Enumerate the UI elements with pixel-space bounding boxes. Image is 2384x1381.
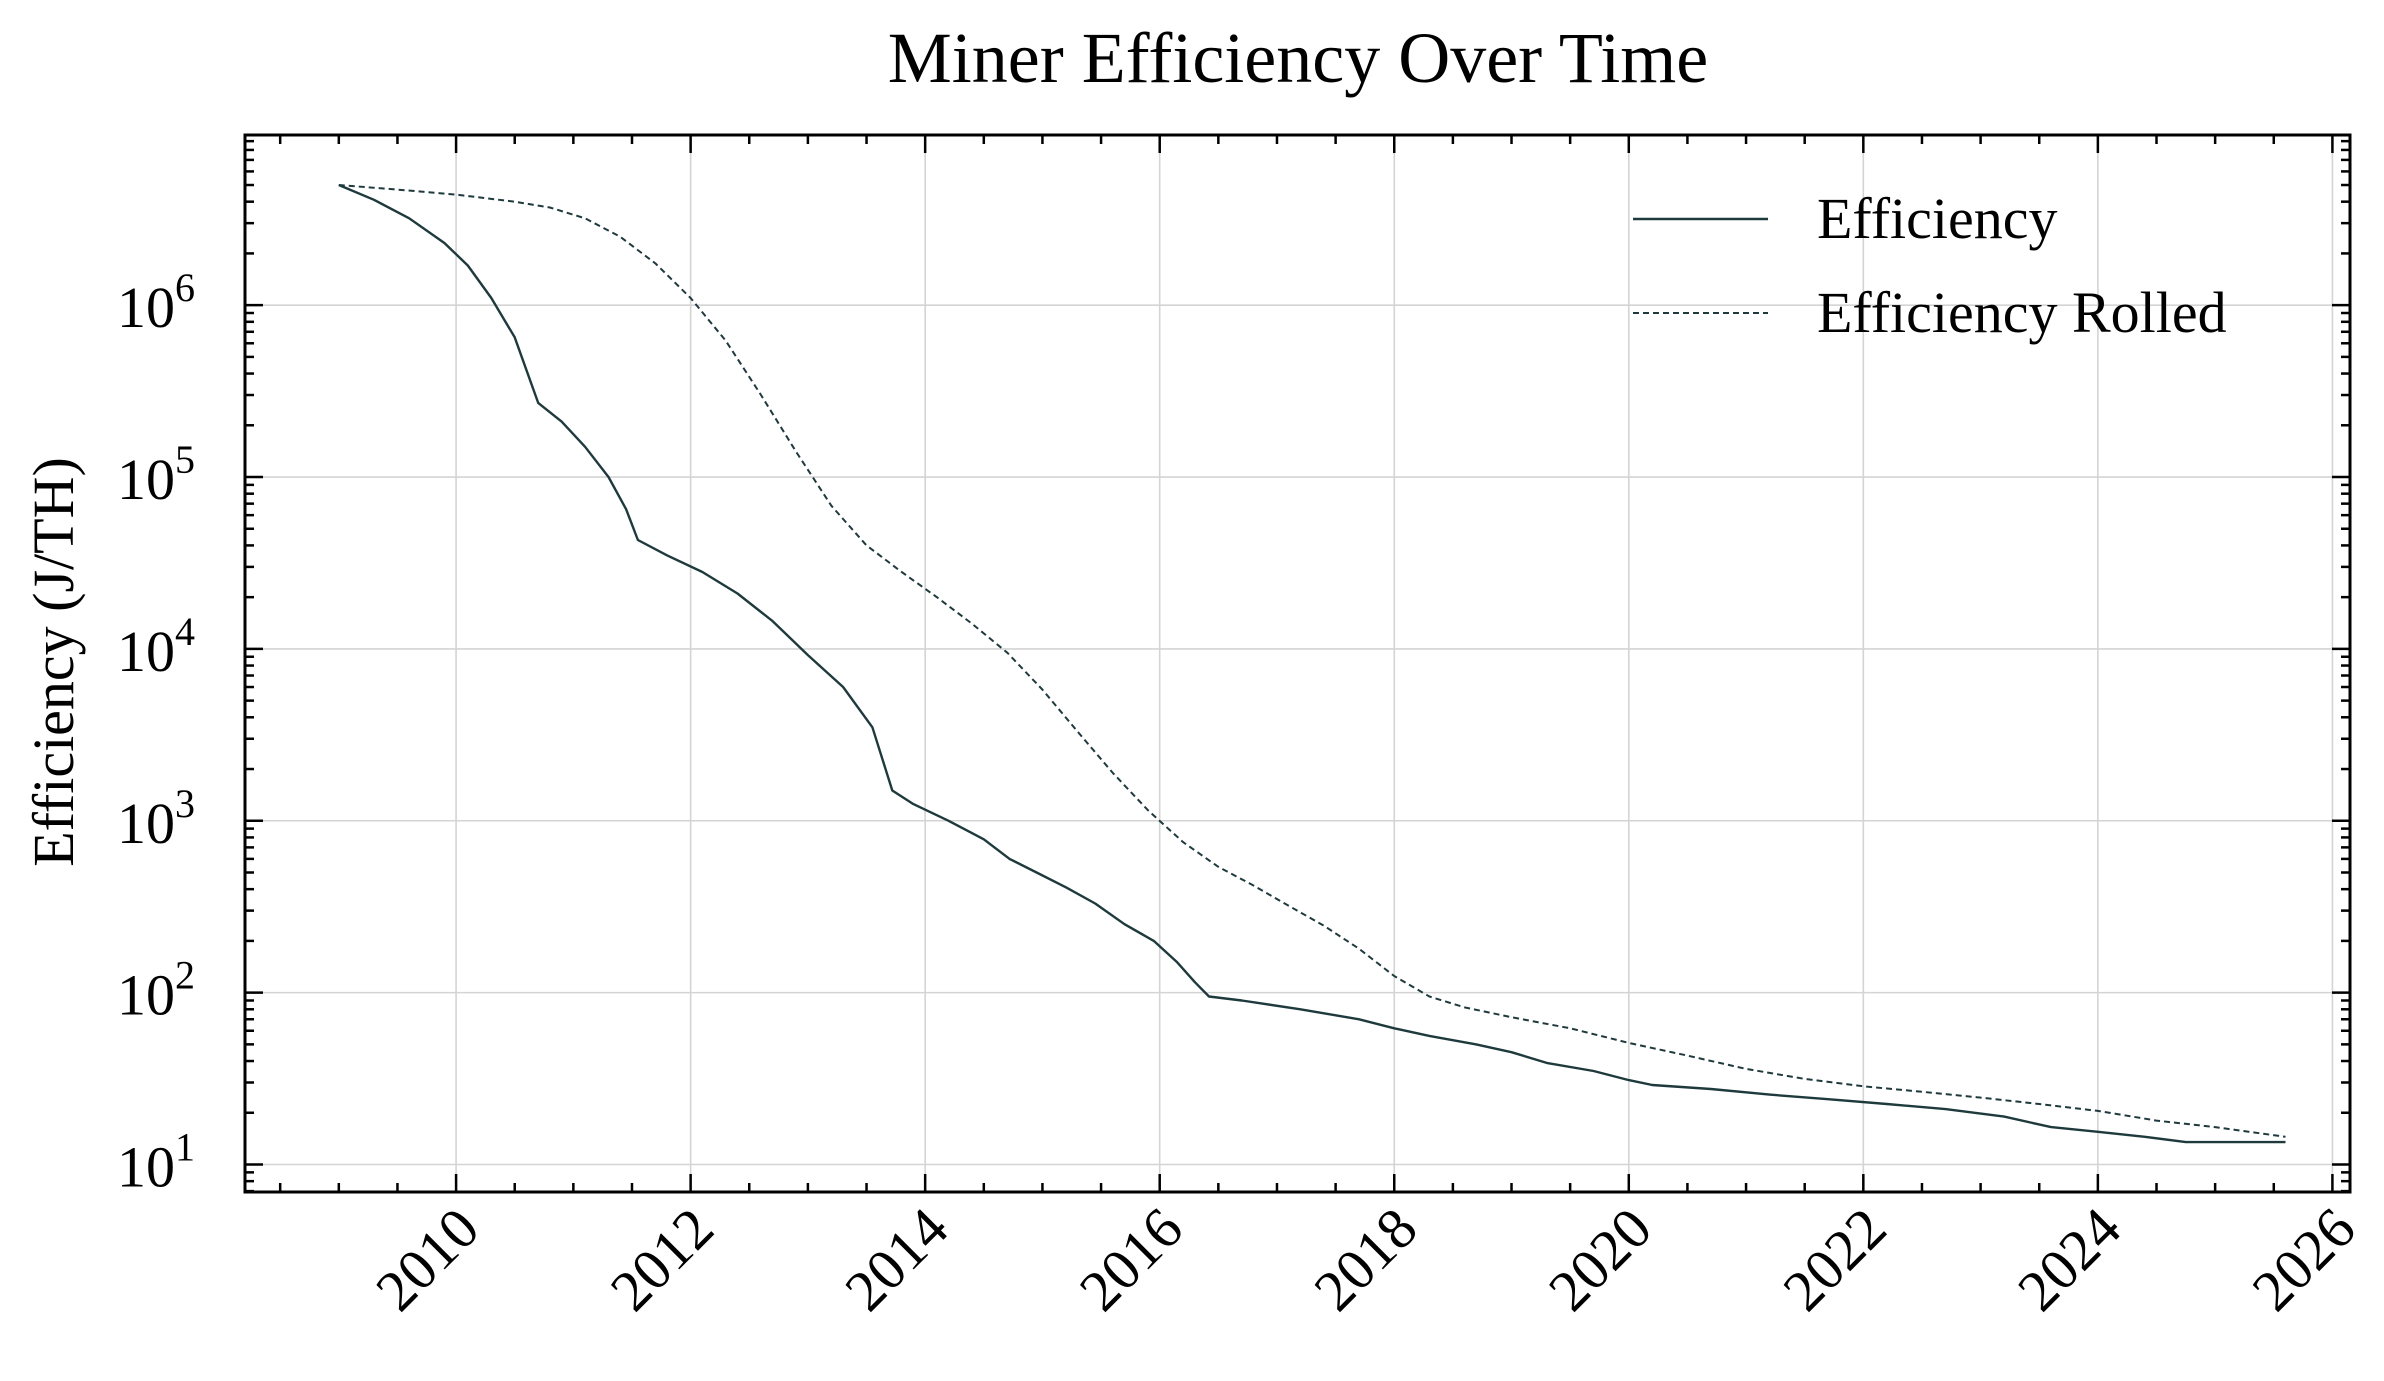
y-axis-label: Efficiency (J/TH) bbox=[21, 457, 86, 867]
series-line-efficiency bbox=[338, 183, 2286, 1144]
y-tick-label: 104 bbox=[117, 609, 195, 684]
y-tick-label: 105 bbox=[117, 437, 195, 512]
y-tick-label: 101 bbox=[117, 1125, 195, 1200]
x-tick-label: 2026 bbox=[2240, 1195, 2368, 1323]
chart-title: Miner Efficiency Over Time bbox=[888, 18, 1709, 98]
x-tick-label: 2014 bbox=[832, 1195, 960, 1323]
x-tick-label: 2018 bbox=[1301, 1195, 1429, 1323]
axis-ticks bbox=[245, 135, 2350, 1193]
series-lines bbox=[338, 183, 2286, 1144]
x-tick-label: 2024 bbox=[2005, 1195, 2133, 1323]
legend-label-efficiency-rolled: Efficiency Rolled bbox=[1817, 280, 2227, 345]
y-tick-label: 106 bbox=[117, 265, 195, 340]
x-tick-label: 2010 bbox=[363, 1195, 491, 1323]
gridlines bbox=[245, 135, 2350, 1192]
legend-label-efficiency: Efficiency bbox=[1817, 186, 2057, 251]
x-tick-label: 2016 bbox=[1067, 1195, 1195, 1323]
y-tick-label: 103 bbox=[117, 781, 195, 856]
plot-frame bbox=[243, 133, 2352, 1194]
x-tick-label: 2020 bbox=[1536, 1195, 1664, 1323]
y-tick-label: 102 bbox=[117, 953, 195, 1028]
x-tick-label: 2012 bbox=[598, 1195, 726, 1323]
series-line-efficiency-rolled bbox=[338, 184, 2286, 1138]
legend: Efficiency Efficiency Rolled bbox=[1633, 186, 2227, 345]
x-tick-label: 2022 bbox=[1771, 1195, 1899, 1323]
